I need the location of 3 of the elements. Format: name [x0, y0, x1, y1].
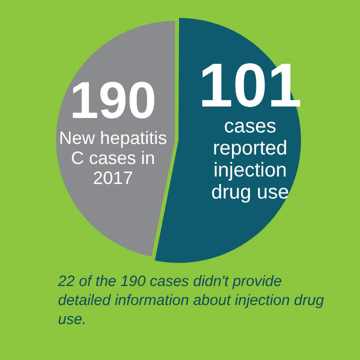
text: New hepatitis C cases in 2017	[58, 128, 168, 188]
text: 190	[70, 72, 156, 130]
text: 22 of the 190 cases didn't provide detailed information about injection drug use.	[58, 272, 326, 329]
